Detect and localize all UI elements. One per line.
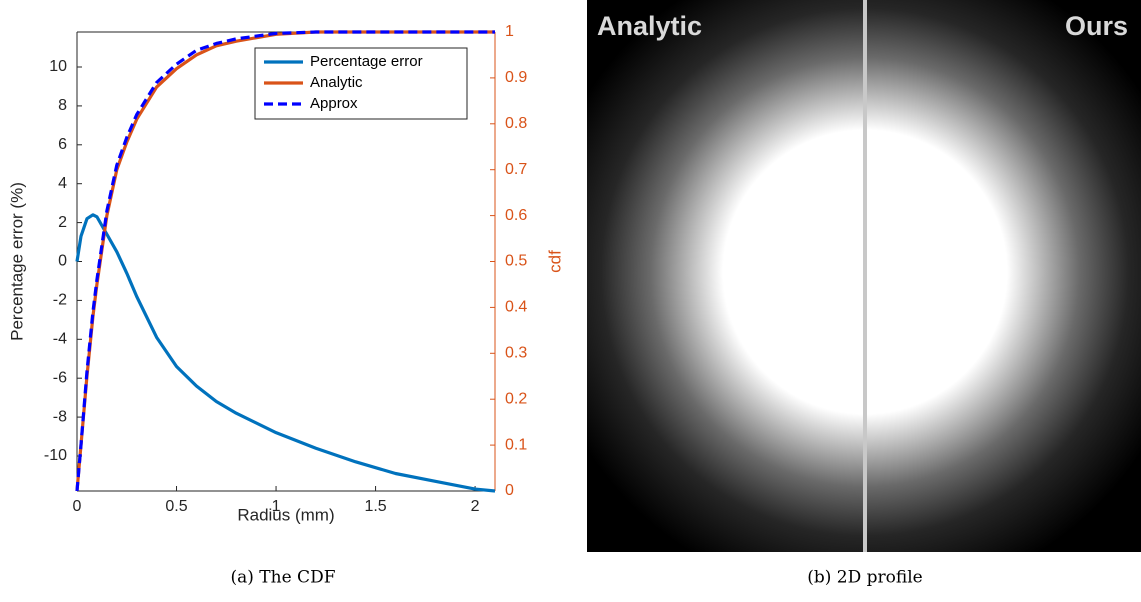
y-tick-label: 8 <box>58 97 67 114</box>
y2-tick-label: 0.4 <box>505 299 527 316</box>
y2-tick-label: 0.2 <box>505 390 527 407</box>
y2-tick-label: 1 <box>505 23 514 40</box>
y2-tick-label: 0.8 <box>505 115 527 132</box>
legend-label: Analytic <box>310 74 363 91</box>
y-tick-label: 4 <box>58 175 67 192</box>
y-tick-label: -10 <box>44 447 67 464</box>
y2-axis-label: cdf <box>545 250 564 273</box>
y-tick-label: -2 <box>53 292 67 309</box>
y-tick-label: 2 <box>58 214 67 231</box>
y2-tick-label: 0 <box>505 482 514 499</box>
caption: (b) 2D profile <box>807 568 922 588</box>
y2-tick-label: 0.3 <box>505 345 527 362</box>
legend-label: Percentage error <box>310 53 423 70</box>
y-axis-label: Percentage error (%) <box>7 182 26 341</box>
x-tick-label: 0.5 <box>165 498 187 515</box>
legend-label: Approx <box>310 95 358 112</box>
image-label: Analytic <box>597 11 702 41</box>
image-label: Ours <box>1065 11 1128 41</box>
caption: (a) The CDF <box>231 568 336 588</box>
y2-tick-label: 0.1 <box>505 436 527 453</box>
x-tick-label: 1.5 <box>364 498 386 515</box>
y-tick-label: -8 <box>53 408 67 425</box>
y2-tick-label: 0.7 <box>505 161 527 178</box>
chart: 0 0.5 1 1.5 2 -10 -8 -6 -4 -2 0 2 4 6 8 10 0 0.1 0.2 0.3 0.4… <box>7 23 564 524</box>
y-tick-label: -6 <box>53 369 67 386</box>
figure: 0 0.5 1 1.5 2 -10 -8 -6 -4 -2 0 2 4 6 8 10 0 0.1 0.2 0.3 0.4… <box>0 0 1141 602</box>
profile-image: Analytic Ours <box>587 0 1141 552</box>
y-tick-label: 10 <box>49 58 67 75</box>
x-tick-label: 0 <box>73 498 82 515</box>
page: 0 0.5 1 1.5 2 -10 -8 -6 -4 -2 0 2 4 6 8 10 0 0.1 0.2 0.3 0.4… <box>0 0 1141 602</box>
y-tick-label: 0 <box>58 253 67 270</box>
x-tick-label: 2 <box>471 498 480 515</box>
y-tick-label: -4 <box>53 331 67 348</box>
y-tick-label: 6 <box>58 136 67 153</box>
y2-tick-label: 0.9 <box>505 69 527 86</box>
y2-tick-label: 0.6 <box>505 207 527 224</box>
x-axis-label: Radius (mm) <box>237 505 334 524</box>
y2-tick-label: 0.5 <box>505 253 527 270</box>
